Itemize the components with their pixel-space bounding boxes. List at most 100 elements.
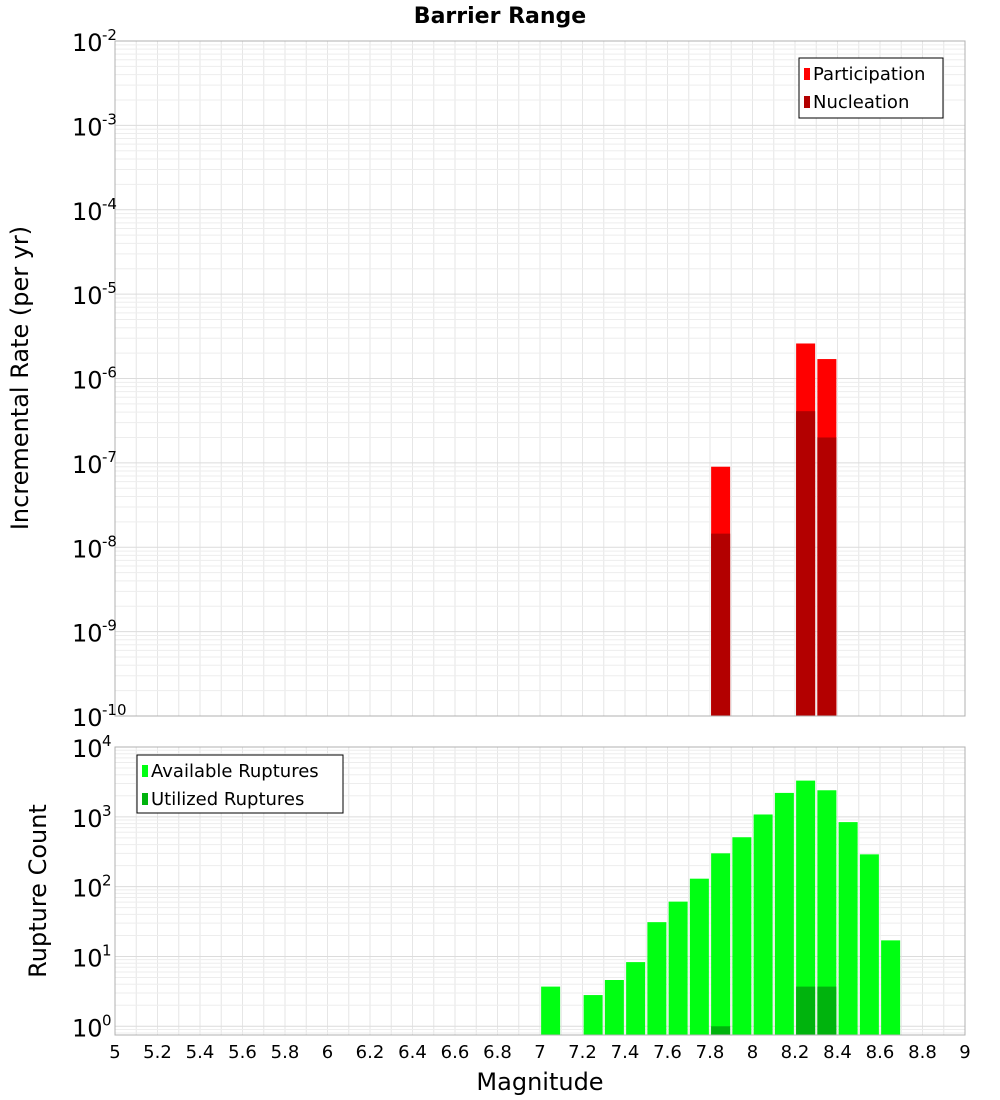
legend-box bbox=[798, 57, 944, 119]
series-available-ruptures bbox=[541, 780, 901, 1035]
legend-label: Utilized Ruptures bbox=[151, 789, 304, 810]
bar-0-11 bbox=[796, 780, 816, 1035]
y-axis-title: Incremental Rate (per yr) bbox=[6, 226, 34, 530]
y-tick-label: 10 -5 bbox=[72, 279, 117, 310]
y-tick-label: 10 -10 bbox=[72, 701, 127, 732]
y-tick-exponent: 4 bbox=[102, 732, 112, 750]
x-tick-label: 8 bbox=[747, 1042, 758, 1063]
plot-frame bbox=[114, 746, 966, 1036]
x-tick-labels: 5 5.2 5.4 5.6 5.8 6 6.2 6.4 6.6 6.8 7 7.2 7.4 7.6 7.8 8… bbox=[109, 1042, 970, 1063]
y-tick-exponent: -8 bbox=[102, 532, 117, 550]
legend-swatch bbox=[142, 765, 148, 777]
y-tick-exponent: -7 bbox=[102, 448, 117, 466]
bar-0-7 bbox=[711, 853, 731, 1035]
y-tick-base: 10 bbox=[72, 198, 103, 226]
legend-box bbox=[136, 754, 344, 814]
legend-label: Nucleation bbox=[813, 92, 909, 113]
y-tick-base: 10 bbox=[72, 735, 103, 763]
bar-0-14 bbox=[859, 854, 879, 1035]
bar-0-9 bbox=[753, 814, 773, 1035]
bar-0-13 bbox=[838, 822, 858, 1035]
y-tick-label: 10 -7 bbox=[72, 448, 117, 479]
series-nucleation bbox=[711, 411, 837, 716]
x-tick-label: 7.8 bbox=[696, 1042, 725, 1063]
chart-title: Barrier Range bbox=[414, 4, 586, 29]
y-axis-title: Rupture Count bbox=[24, 804, 52, 978]
x-tick-label: 6.2 bbox=[356, 1042, 385, 1063]
legend-item-nucleation: Nucleation bbox=[804, 92, 909, 113]
y-tick-base: 10 bbox=[72, 1014, 103, 1042]
y-tick-label: 10 2 bbox=[72, 872, 112, 903]
x-tick-label: 8.8 bbox=[908, 1042, 937, 1063]
y-tick-label: 10 -9 bbox=[72, 617, 117, 648]
x-tick-label: 8.6 bbox=[866, 1042, 895, 1063]
y-tick-exponent: -2 bbox=[102, 26, 117, 44]
bar-0-15 bbox=[881, 940, 901, 1035]
bar-0-6 bbox=[689, 878, 709, 1035]
legend-item-utilized-ruptures: Utilized Ruptures bbox=[142, 789, 304, 810]
y-tick-base: 10 bbox=[72, 875, 103, 903]
bar-0-2 bbox=[604, 980, 624, 1035]
y-tick-base: 10 bbox=[72, 451, 103, 479]
x-tick-label: 6.8 bbox=[483, 1042, 512, 1063]
legend-item-available-ruptures: Available Ruptures bbox=[142, 761, 319, 782]
plot-frame bbox=[114, 40, 966, 717]
x-tick-label: 6.4 bbox=[398, 1042, 427, 1063]
x-tick-label: 7.4 bbox=[611, 1042, 640, 1063]
x-tick-label: 7 bbox=[534, 1042, 545, 1063]
bar-0-4 bbox=[647, 922, 667, 1035]
bar-0-3 bbox=[626, 962, 646, 1035]
y-tick-exponent: -3 bbox=[102, 110, 117, 128]
y-tick-base: 10 bbox=[72, 535, 103, 563]
y-tick-label: 10 3 bbox=[72, 802, 112, 833]
y-tick-exponent: -4 bbox=[102, 195, 117, 213]
series-utilized-ruptures bbox=[711, 986, 837, 1035]
legend: Available Ruptures Utilized Ruptures bbox=[136, 754, 344, 814]
bar-0-8 bbox=[732, 837, 752, 1035]
y-tick-exponent: -9 bbox=[102, 617, 117, 635]
bar-0-12 bbox=[817, 790, 837, 1035]
x-tick-label: 5.2 bbox=[143, 1042, 172, 1063]
y-tick-exponent: -5 bbox=[102, 279, 117, 297]
legend-swatch bbox=[804, 96, 810, 108]
x-tick-label: 7.2 bbox=[568, 1042, 597, 1063]
bar-0-1 bbox=[583, 995, 603, 1035]
y-tick-label: 10 -3 bbox=[72, 110, 117, 141]
y-tick-base: 10 bbox=[72, 704, 103, 732]
y-tick-label: 10 -8 bbox=[72, 532, 117, 563]
y-tick-label: 10 1 bbox=[72, 941, 112, 972]
x-tick-label: 5.8 bbox=[271, 1042, 300, 1063]
y-tick-base: 10 bbox=[72, 367, 103, 395]
bar-1-2 bbox=[817, 437, 837, 716]
y-tick-base: 10 bbox=[72, 113, 103, 141]
x-tick-label: 6 bbox=[322, 1042, 333, 1063]
legend-swatch bbox=[142, 793, 148, 805]
y-tick-label: 10 -6 bbox=[72, 364, 117, 395]
y-tick-base: 10 bbox=[72, 805, 103, 833]
y-tick-exponent: 2 bbox=[102, 872, 112, 890]
x-tick-label: 7.6 bbox=[653, 1042, 682, 1063]
legend: Participation Nucleation bbox=[798, 57, 944, 119]
y-tick-exponent: -6 bbox=[102, 364, 117, 382]
y-tick-base: 10 bbox=[72, 620, 103, 648]
x-tick-label: 5.6 bbox=[228, 1042, 257, 1063]
y-tick-base: 10 bbox=[72, 29, 103, 57]
x-tick-label: 5 bbox=[109, 1042, 120, 1063]
y-tick-exponent: -10 bbox=[102, 701, 127, 719]
x-tick-label: 5.4 bbox=[186, 1042, 215, 1063]
y-tick-base: 10 bbox=[72, 282, 103, 310]
y-tick-exponent: 3 bbox=[102, 802, 112, 820]
y-tick-exponent: 1 bbox=[102, 941, 112, 959]
legend-item-participation: Participation bbox=[804, 64, 925, 85]
legend-swatch bbox=[804, 68, 810, 80]
bar-1-0 bbox=[711, 533, 731, 716]
grid bbox=[114, 40, 966, 717]
x-tick-label: 8.4 bbox=[823, 1042, 852, 1063]
y-tick-label: 10 0 bbox=[72, 1011, 112, 1042]
bar-0-5 bbox=[668, 901, 688, 1035]
